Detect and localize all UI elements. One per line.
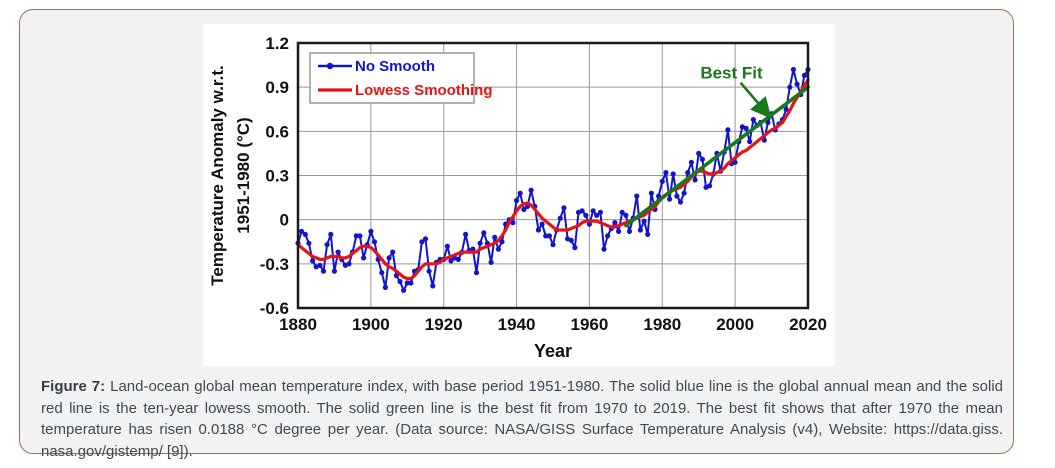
legend: No Smooth Lowess Smoothing bbox=[309, 52, 493, 104]
temperature-anomaly-chart: 1880 1900 1920 1940 1960 1980 2000 2020 Year -0.6… bbox=[208, 34, 827, 361]
svg-text:Best Fit: Best Fit bbox=[700, 63, 763, 82]
svg-text:0.6: 0.6 bbox=[265, 122, 289, 141]
svg-text:2000: 2000 bbox=[716, 315, 754, 334]
svg-text:Temperature Anomaly w.r.t.: Temperature Anomaly w.r.t. bbox=[208, 65, 227, 285]
y-axis-ticks: -0.6 -0.3 0 0.3 0.6 0.9 1.2 bbox=[260, 34, 289, 318]
svg-text:1980: 1980 bbox=[643, 315, 681, 334]
figure-caption-label: Figure 7: bbox=[41, 378, 106, 395]
svg-text:1880: 1880 bbox=[279, 315, 317, 334]
svg-text:No Smooth: No Smooth bbox=[355, 58, 435, 75]
chart-panel: 1880 1900 1920 1940 1960 1980 2000 2020 Year -0.6… bbox=[203, 24, 835, 366]
svg-text:2020: 2020 bbox=[789, 315, 827, 334]
svg-text:0.9: 0.9 bbox=[265, 78, 289, 97]
svg-text:Lowess Smoothing: Lowess Smoothing bbox=[355, 82, 493, 99]
gridlines bbox=[297, 42, 809, 309]
svg-text:1920: 1920 bbox=[425, 315, 463, 334]
best-fit-annotation: Best Fit bbox=[700, 63, 772, 119]
figure-caption: Figure 7: Land-ocean global mean tempera… bbox=[41, 376, 1003, 462]
svg-text:0.3: 0.3 bbox=[265, 167, 289, 186]
y-axis-label: Temperature Anomaly w.r.t. 1951-1980 (°C… bbox=[208, 65, 253, 285]
best-fit-line bbox=[624, 85, 810, 228]
svg-text:-0.3: -0.3 bbox=[260, 255, 289, 274]
svg-text:1960: 1960 bbox=[571, 315, 609, 334]
svg-text:1900: 1900 bbox=[352, 315, 390, 334]
svg-text:-0.6: -0.6 bbox=[260, 299, 289, 318]
svg-text:0: 0 bbox=[280, 211, 289, 230]
figure-caption-text: Land-ocean global mean temperature index… bbox=[41, 378, 1003, 460]
svg-text:1951-1980 (°C): 1951-1980 (°C) bbox=[234, 117, 253, 233]
svg-text:1940: 1940 bbox=[498, 315, 536, 334]
plot-frame bbox=[296, 41, 810, 310]
x-axis-label: Year bbox=[534, 341, 572, 361]
svg-text:1.2: 1.2 bbox=[265, 34, 289, 53]
figure-card: 1880 1900 1920 1940 1960 1980 2000 2020 Year -0.6… bbox=[19, 9, 1014, 460]
x-axis-ticks: 1880 1900 1920 1940 1960 1980 2000 2020 bbox=[279, 315, 827, 334]
series-no-smooth bbox=[295, 66, 811, 293]
series-lowess-smoothing bbox=[296, 78, 810, 281]
